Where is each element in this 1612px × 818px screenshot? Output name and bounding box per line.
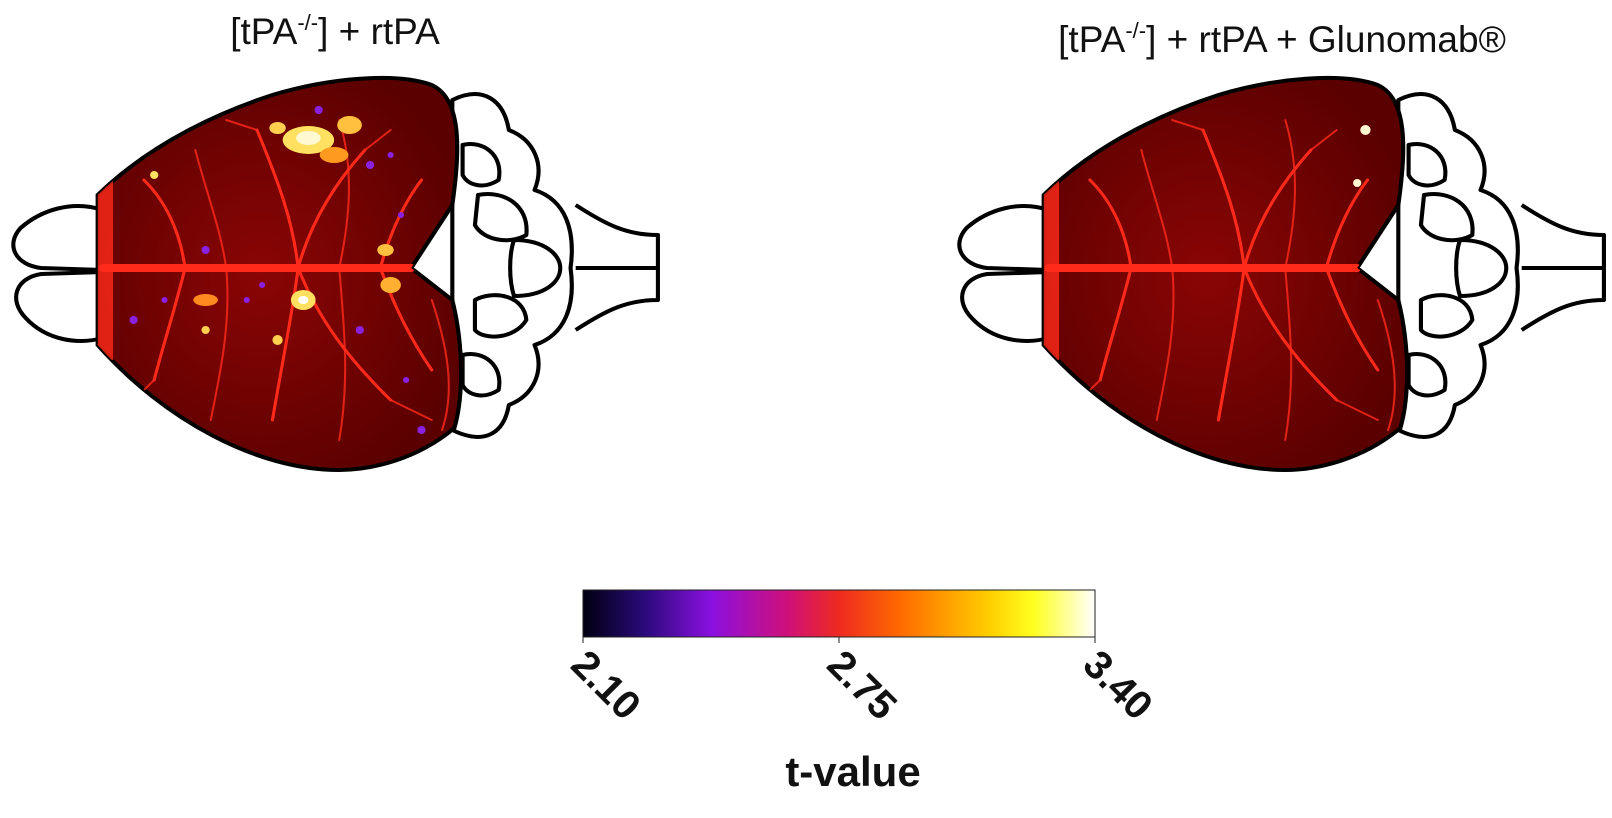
activation-spot [1360, 125, 1371, 135]
activation-spots [129, 106, 426, 434]
title-text: [tPA [1058, 19, 1125, 60]
title-superscript: -/- [297, 10, 318, 35]
title-text: ] + rtPA [318, 11, 440, 52]
panel-title: [tPA-/-] + rtPA [230, 10, 440, 52]
brain-right [959, 78, 1604, 470]
brain-left [13, 78, 658, 470]
title-text: ] + rtPA + Glunomab® [1146, 19, 1506, 60]
colorbar-tick-label: 2.10 [563, 642, 649, 728]
activation-spot [1353, 179, 1362, 187]
colorbar [582, 589, 1096, 638]
title-text: [tPA [230, 11, 297, 52]
colorbar-label: t-value [785, 748, 920, 795]
colorbar-tick-label: 3.40 [1075, 642, 1161, 728]
colorbar-tick-label: 2.75 [819, 642, 905, 728]
panel-title: [tPA-/-] + rtPA + Glunomab® [1058, 18, 1506, 60]
title-superscript: -/- [1125, 18, 1146, 43]
